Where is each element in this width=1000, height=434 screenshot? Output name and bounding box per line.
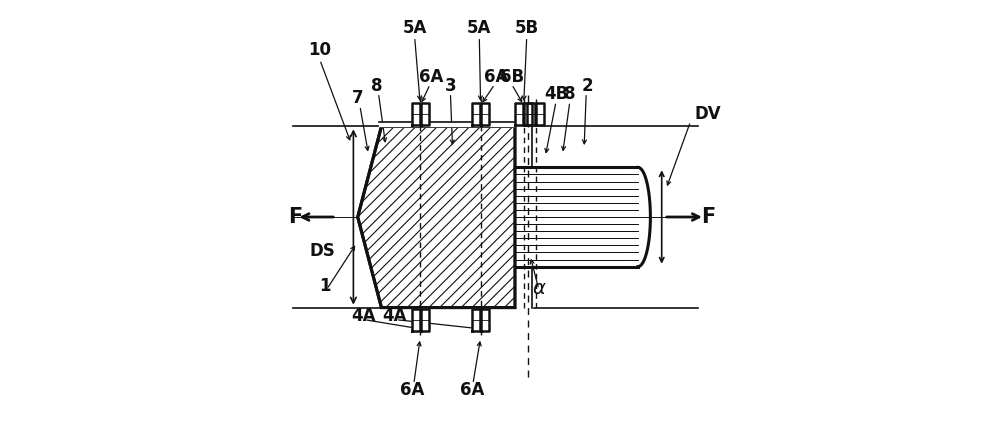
Text: 5A: 5A [467,19,491,37]
Text: 6A: 6A [460,381,484,399]
Polygon shape [536,103,544,125]
Text: 3: 3 [445,77,456,95]
Text: 6B: 6B [500,68,524,86]
Text: 7: 7 [352,89,364,107]
Text: 2: 2 [581,77,593,95]
Text: DV: DV [695,105,722,123]
Polygon shape [481,103,489,125]
Polygon shape [515,266,532,308]
Polygon shape [379,122,515,126]
Polygon shape [412,103,420,125]
Polygon shape [481,309,489,331]
Text: 8: 8 [564,85,576,103]
Polygon shape [515,103,523,125]
Text: F: F [701,207,715,227]
Polygon shape [421,103,429,125]
Text: 10: 10 [308,41,331,59]
Text: $\alpha$: $\alpha$ [532,279,546,298]
Text: 4B: 4B [544,85,568,103]
Polygon shape [421,309,429,331]
Polygon shape [472,103,480,125]
Text: 8: 8 [371,77,383,95]
Text: 6A: 6A [484,68,508,86]
Polygon shape [515,126,532,168]
Text: F: F [288,207,302,227]
Text: 6A: 6A [400,381,425,399]
Polygon shape [527,103,535,125]
Text: 5A: 5A [402,19,427,37]
Text: 4A: 4A [351,307,376,325]
Polygon shape [412,309,420,331]
Text: 5B: 5B [515,19,539,37]
Text: 4A: 4A [383,307,407,325]
Text: 6A: 6A [419,68,443,86]
Polygon shape [524,103,532,125]
Text: DS: DS [309,242,335,260]
Polygon shape [358,126,515,308]
Bar [515,168,638,266]
Text: 1: 1 [319,277,330,295]
Polygon shape [472,309,480,331]
